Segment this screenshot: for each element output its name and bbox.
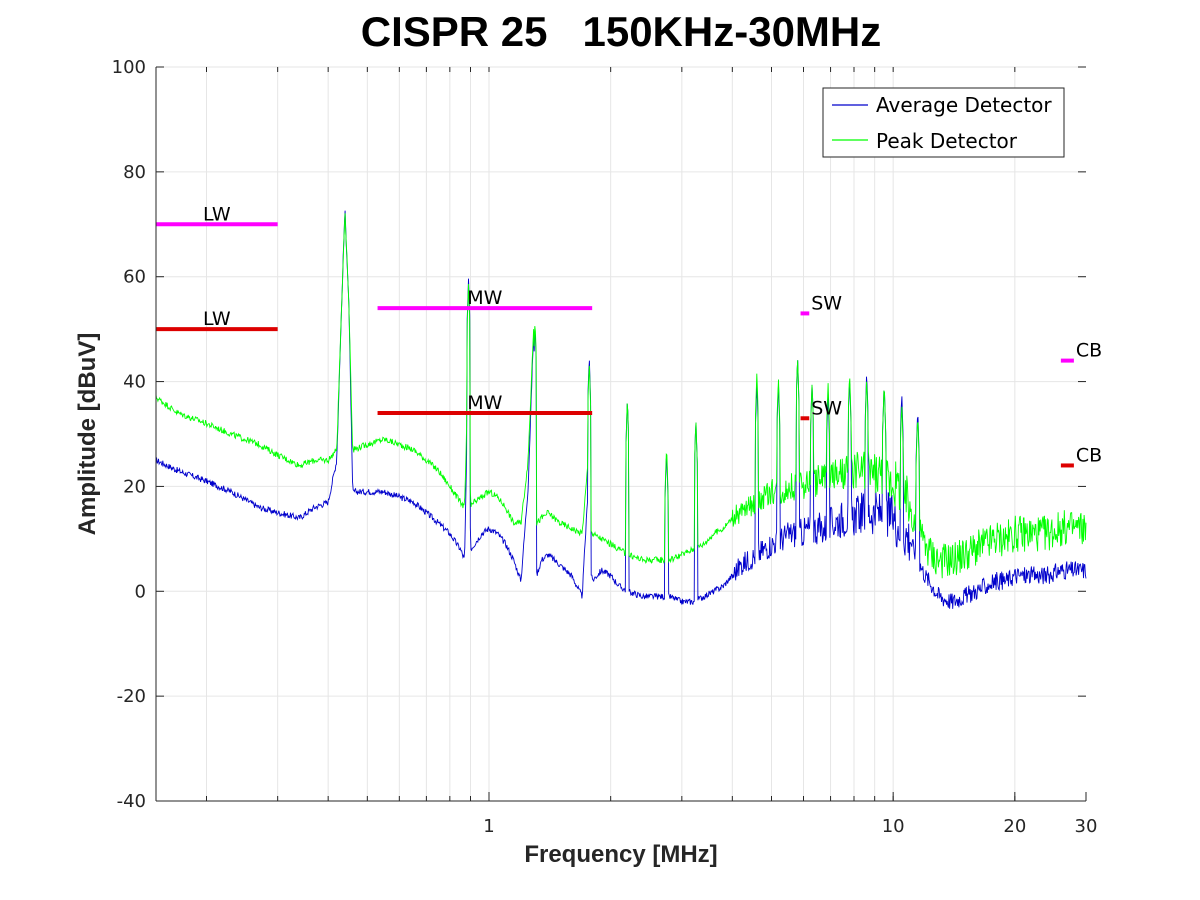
x-tick-label: 1 [483,816,494,837]
y-tick-label: 100 [112,57,146,78]
limit-label-lw: LW [203,203,231,225]
limit-label-sw: SW [811,397,842,419]
limit-label-cb: CB [1076,340,1102,362]
x-tick-label: 30 [1075,816,1098,837]
chart-title: CISPR 25 150KHz-30MHz [361,8,882,55]
y-tick-label: -20 [117,686,146,707]
y-tick-label: 20 [123,476,146,497]
legend-label-average: Average Detector [876,93,1052,117]
limit-label-mw: MW [467,287,502,309]
y-tick-label: 80 [123,162,146,183]
y-tick-label: 60 [123,267,146,288]
series-layer [155,210,1087,609]
x-tick-label: 10 [882,816,905,837]
limit-label-cb: CB [1076,444,1102,466]
axes-layer: -40 -20 0 20 40 60 80 100 1 10 20 30 [112,57,1098,837]
y-tick-label: -40 [117,791,146,812]
legend-box [822,87,1065,158]
limit-lines-layer: LW LW MW MW SW SW CB CB [156,203,1102,468]
limit-label-sw: SW [811,292,842,314]
x-axis-label: Frequency [MHz] [524,841,717,868]
series-average-detector [155,210,1087,609]
legend: Average Detector Peak Detector [822,87,1065,158]
y-tick-label: 40 [123,372,146,393]
series-peak-detector [155,213,1087,579]
legend-label-peak: Peak Detector [876,129,1018,153]
y-tick-label: 0 [135,581,146,602]
x-tick-label: 20 [1003,816,1026,837]
limit-label-mw: MW [467,392,502,414]
y-axis-label: Amplitude [dBuV] [74,333,101,536]
limit-label-lw: LW [203,308,231,330]
grid-layer [156,66,1086,802]
